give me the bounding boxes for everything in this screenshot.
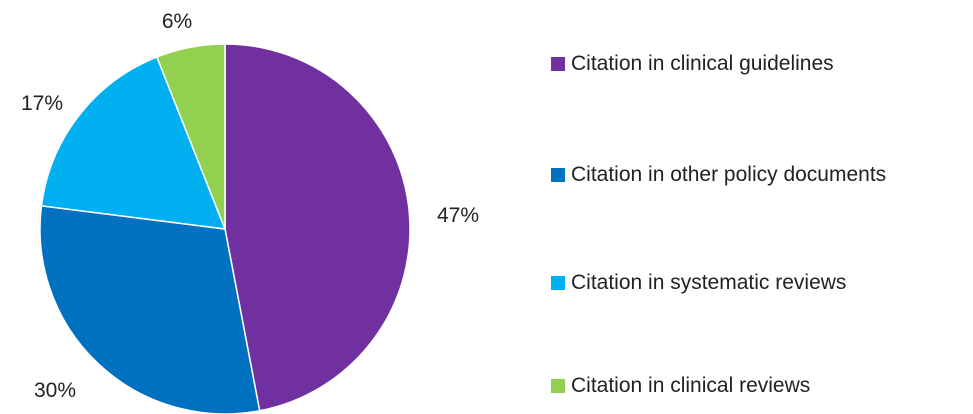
legend-item-clinical-guidelines: Citation in clinical guidelines [551,53,834,74]
slice-data-label: 47% [437,204,479,227]
legend-swatch [551,167,565,182]
pie-chart: 47% 30% 17% 6% [21,10,479,414]
legend-label: Citation in systematic reviews [571,271,847,294]
legend-swatch [551,56,565,71]
legend-label: Citation in other policy documents [571,163,887,186]
legend-swatch [551,378,565,393]
legend-item-systematic-reviews: Citation in systematic reviews [551,272,846,293]
legend: Citation in clinical guidelines Citation… [551,53,971,413]
pie-slices [39,43,411,414]
slice-clinical-reviews [155,43,226,230]
slice-data-label: 17% [21,92,63,115]
slice-data-label: 30% [34,379,76,402]
slice-clinical-guidelines [224,43,411,412]
legend-label: Citation in clinical guidelines [571,52,834,75]
legend-label: Citation in clinical reviews [571,374,811,397]
slice-data-label: 6% [162,10,192,33]
slice-systematic-reviews [40,56,227,230]
legend-item-clinical-reviews: Citation in clinical reviews [551,375,810,396]
pie-data-labels: 47% 30% 17% 6% [21,10,479,402]
legend-item-other-policy-documents: Citation in other policy documents [551,164,886,185]
legend-swatch [551,275,565,290]
